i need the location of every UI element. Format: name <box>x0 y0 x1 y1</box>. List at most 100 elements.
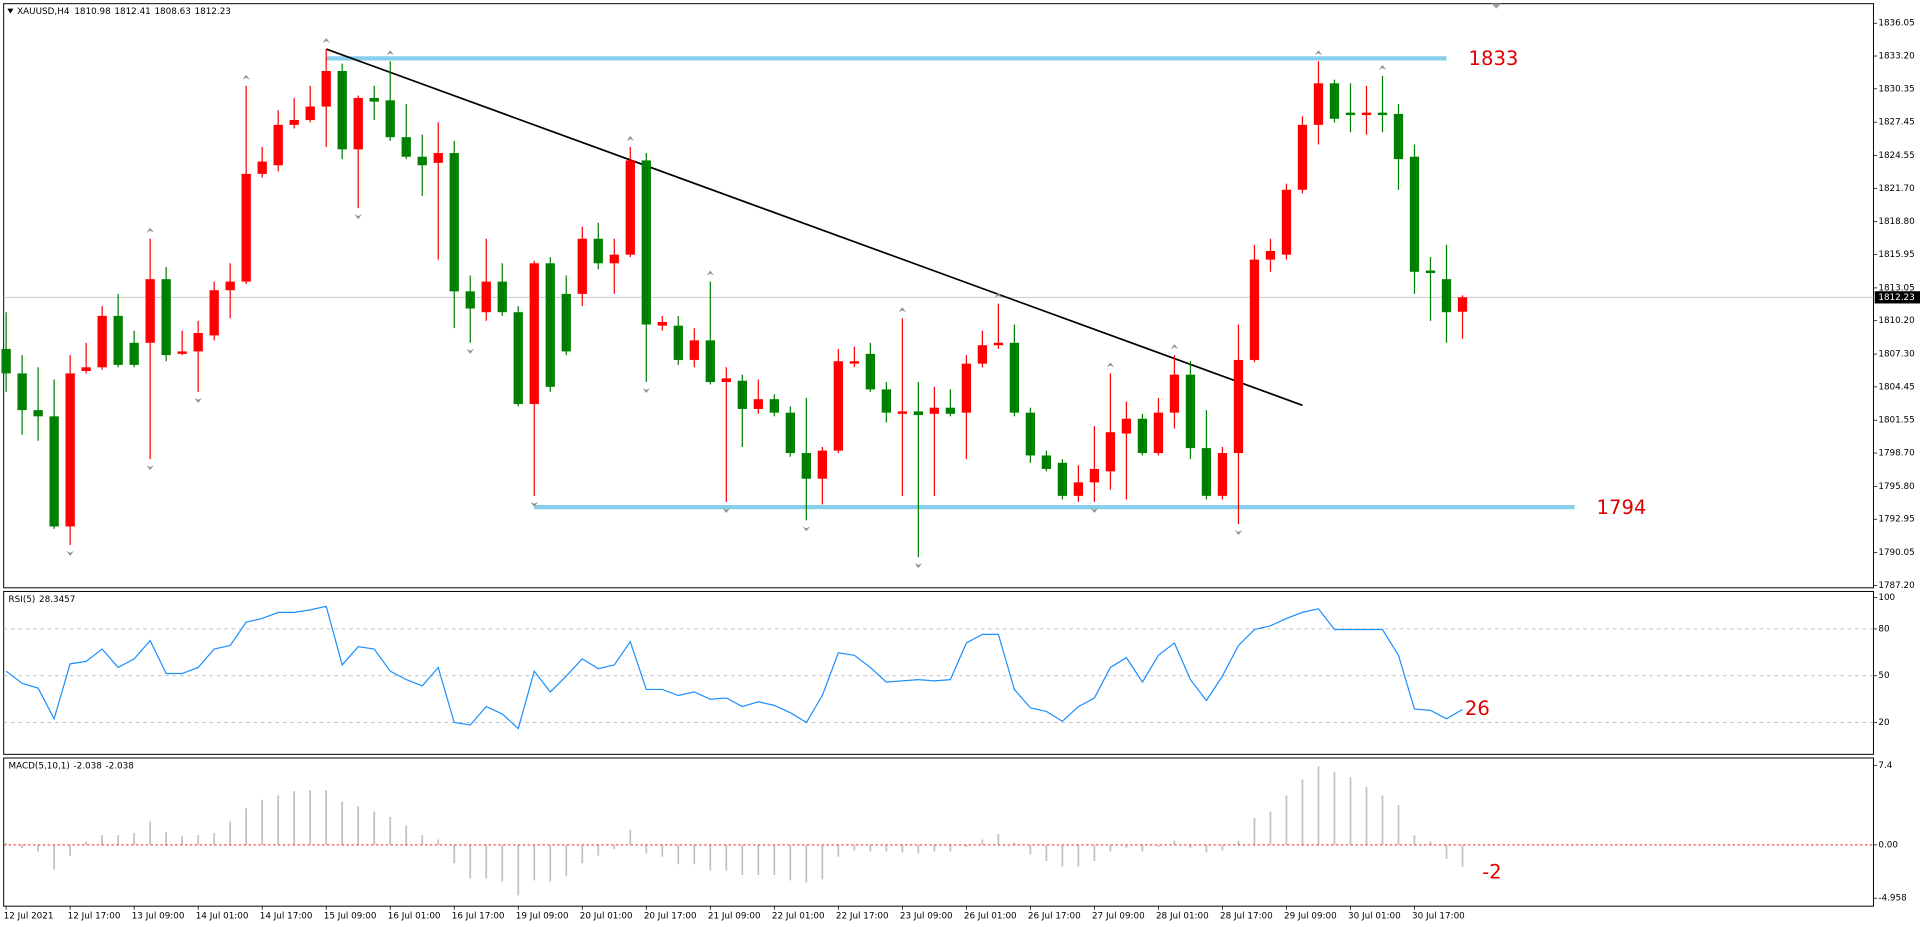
candle-body <box>1217 453 1228 496</box>
candle-body <box>1201 448 1212 496</box>
macd-bar <box>485 844 488 879</box>
last-price-box <box>1874 291 1920 304</box>
rsi-panel <box>3 590 1874 755</box>
candle-body <box>545 263 555 387</box>
trendline <box>325 48 1303 407</box>
x-tick-label: 20 Jul 01:00 <box>580 911 633 921</box>
macd-bar <box>789 844 792 881</box>
candle-body <box>673 325 683 360</box>
macd-bar <box>1317 766 1320 845</box>
macd-bar <box>1205 844 1208 853</box>
candle-body <box>433 153 443 163</box>
macd-bar <box>453 844 456 864</box>
candle-body <box>689 340 699 360</box>
macd-bar <box>437 839 440 845</box>
macd-bar <box>389 816 392 845</box>
macd-bar <box>853 844 856 851</box>
x-tick-label: 23 Jul 09:00 <box>900 911 953 921</box>
candle-body <box>833 361 843 451</box>
fractal-arrow <box>1106 362 1115 368</box>
macd-bar <box>1365 786 1368 845</box>
macd-bar <box>901 844 904 853</box>
macd-bar <box>101 835 104 845</box>
y-tick-label: 1795.80 <box>1878 482 1915 492</box>
macd-bar <box>1397 805 1400 845</box>
macd-bar <box>533 844 536 881</box>
candle-body <box>1153 412 1164 454</box>
fractal-arrow <box>898 307 907 313</box>
candle-body <box>769 399 779 413</box>
macd-bar <box>1013 842 1016 845</box>
candle-body <box>113 315 123 365</box>
macd-bar <box>1045 844 1048 862</box>
x-tick-label: 21 Jul 09:00 <box>708 911 761 921</box>
macd-bar <box>1125 844 1128 849</box>
candle-body <box>257 161 267 174</box>
y-tick-label: 1830.35 <box>1878 84 1914 94</box>
macd-bar <box>981 839 984 845</box>
close: 1812.23 <box>195 7 231 17</box>
fractal-arrow <box>706 270 714 276</box>
macd-bar <box>1285 795 1288 845</box>
macd-bar <box>181 836 184 845</box>
candle-body <box>97 315 107 368</box>
macd-bar <box>677 844 680 865</box>
fractal-arrow <box>1378 64 1387 70</box>
candle-body <box>1297 124 1308 190</box>
annotation: -2 <box>1482 860 1502 883</box>
candle-body <box>1185 374 1196 449</box>
x-tick-label: 22 Jul 01:00 <box>772 911 825 921</box>
macd-bar <box>549 844 552 882</box>
x-tick-label: 15 Jul 09:00 <box>324 911 377 921</box>
candle-body <box>225 281 235 291</box>
fractal-arrow <box>66 550 74 556</box>
candle-body <box>801 453 811 479</box>
candle-body <box>65 373 75 527</box>
macd-bar <box>949 844 952 852</box>
macd-bar <box>309 790 312 845</box>
macd-bar <box>885 844 888 852</box>
menu-triangle <box>7 8 14 14</box>
candle-body <box>705 340 715 383</box>
candle-body <box>273 124 283 166</box>
candle-body <box>1057 462 1068 496</box>
y-tick-label: 20 <box>1878 718 1890 728</box>
candle-body <box>1329 83 1340 119</box>
x-tick-label: 16 Jul 17:00 <box>452 911 505 921</box>
y-tick-label: 1821.70 <box>1878 184 1915 194</box>
candle-body <box>337 70 347 150</box>
macd-bar <box>1381 795 1384 845</box>
candle-body <box>497 281 507 313</box>
fractal-arrow <box>322 37 330 43</box>
candle-body <box>1425 270 1436 274</box>
macd-bar <box>357 806 360 845</box>
y-tick-label: 1815.95 <box>1878 250 1914 260</box>
macd-bar <box>805 844 808 883</box>
rsi-header: RSI(5) 28.3457 <box>9 594 76 604</box>
y-tick-label: 1818.80 <box>1878 217 1915 227</box>
macd-bar <box>997 834 1000 845</box>
macd-last: -2.038 <box>73 761 101 771</box>
macd-bar <box>709 844 712 871</box>
macd-bar <box>869 844 872 852</box>
fractal-arrow <box>530 501 538 507</box>
macd-bar <box>85 841 87 845</box>
candle-body <box>1361 112 1372 116</box>
candle-body <box>1265 250 1276 260</box>
macd-bar <box>821 844 824 880</box>
fractal-arrow <box>626 135 634 141</box>
rsi-line <box>5 605 1463 730</box>
symbol: XAUUSD,H4 <box>17 7 70 17</box>
y-tick-label: 1813.05 <box>1878 283 1914 293</box>
macd-title: MACD(5,10,1) <box>9 761 70 771</box>
macd-bar <box>1461 844 1464 867</box>
candle-body <box>849 361 859 364</box>
annotation: 26 <box>1465 697 1490 720</box>
candle-body <box>1313 83 1324 125</box>
candle-body <box>625 160 635 255</box>
fractal-arrow <box>994 292 1003 298</box>
macd-bar <box>613 844 616 850</box>
candle-body <box>1281 189 1292 255</box>
candle-body <box>481 281 491 313</box>
candle-body <box>1409 156 1420 272</box>
